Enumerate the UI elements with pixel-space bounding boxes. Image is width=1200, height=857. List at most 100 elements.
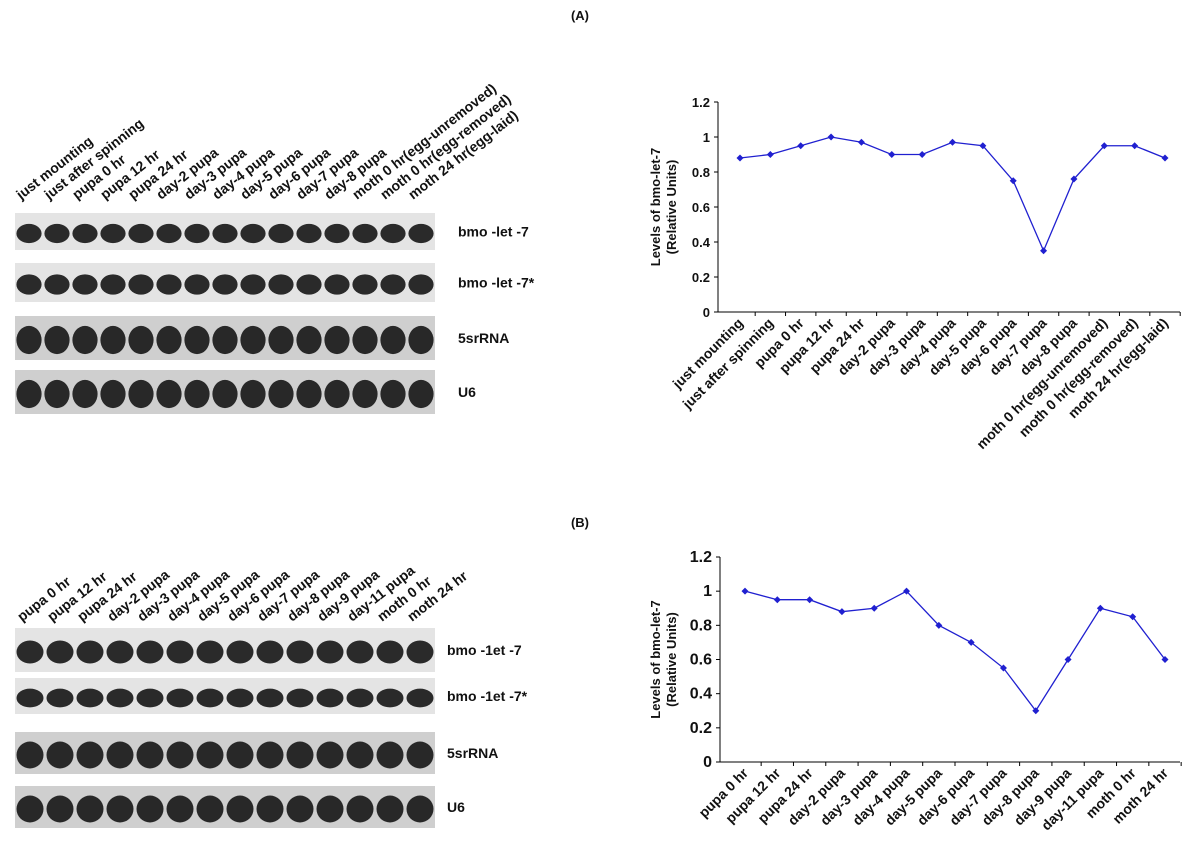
data-point xyxy=(857,138,865,146)
series-line xyxy=(744,590,1166,712)
row-label: 5srRNA xyxy=(458,330,509,346)
y-tick-label: 1.2 xyxy=(690,549,712,566)
blot-band xyxy=(184,274,210,295)
blot-band xyxy=(256,640,284,664)
blot-band xyxy=(44,379,70,409)
y-tick-label: 0.2 xyxy=(690,720,712,737)
data-point xyxy=(935,621,943,629)
blot-band xyxy=(156,379,182,409)
blot-band xyxy=(136,640,164,664)
y-axis-label: Levels of bmo-let-7 xyxy=(648,600,663,718)
blot-band xyxy=(184,379,210,409)
blot-band xyxy=(352,379,378,409)
blot-band xyxy=(226,688,254,708)
blot-band xyxy=(46,741,74,769)
row-label: U6 xyxy=(447,799,465,815)
row-label: bmo -let -7 xyxy=(458,224,529,240)
data-point xyxy=(773,596,781,604)
blot-band xyxy=(166,795,194,823)
blot-band xyxy=(136,795,164,823)
blot-band xyxy=(212,274,238,295)
data-point xyxy=(1064,656,1072,663)
data-point xyxy=(979,142,987,150)
blot-band xyxy=(106,795,134,823)
data-point xyxy=(1129,613,1137,621)
blot-band xyxy=(128,274,154,295)
blot-band xyxy=(100,379,126,409)
blot-band xyxy=(406,688,434,708)
blot-band xyxy=(128,223,154,244)
blot-band xyxy=(240,325,266,355)
blot-band xyxy=(128,325,154,355)
blot-band xyxy=(240,379,266,409)
row-label: bmo -1et -7 xyxy=(447,642,522,658)
blot-band xyxy=(352,223,378,244)
blot-band xyxy=(316,741,344,769)
blot-band xyxy=(256,795,284,823)
y-axis-label: (Relative Units) xyxy=(664,612,679,707)
data-point xyxy=(949,138,956,146)
blot-band xyxy=(156,223,182,244)
data-point xyxy=(903,587,911,595)
blot-band xyxy=(376,688,404,708)
blot-band xyxy=(226,640,254,664)
blot-band xyxy=(296,274,322,295)
blot-band xyxy=(76,795,104,823)
data-point xyxy=(1161,154,1169,162)
blot-band xyxy=(44,223,70,244)
blot-band xyxy=(156,274,182,295)
blot-band xyxy=(44,325,70,355)
blot-band xyxy=(16,325,42,355)
blot-band xyxy=(352,325,378,355)
blot-band xyxy=(76,640,104,664)
blot-band xyxy=(268,223,294,244)
blot-band xyxy=(16,640,44,664)
blot-band xyxy=(128,379,154,409)
blot-band xyxy=(286,741,314,769)
blot-band xyxy=(406,640,434,664)
data-point xyxy=(806,596,814,604)
data-point xyxy=(918,151,926,158)
y-tick-label: 0 xyxy=(703,305,710,320)
row-label: bmo -let -7* xyxy=(458,275,535,291)
data-point xyxy=(888,151,896,158)
blot-band xyxy=(408,379,434,409)
blot-band xyxy=(408,325,434,355)
blot-band xyxy=(376,795,404,823)
blot-band xyxy=(212,379,238,409)
blot-band xyxy=(196,741,224,769)
blot-band xyxy=(106,741,134,769)
data-point xyxy=(1009,177,1017,185)
data-point xyxy=(1096,604,1104,612)
blot-band xyxy=(268,325,294,355)
blot-band xyxy=(346,795,374,823)
blot-band xyxy=(16,795,44,823)
y-tick-label: 0.6 xyxy=(690,652,712,669)
blot-band xyxy=(324,223,350,244)
data-point xyxy=(736,154,744,162)
data-point xyxy=(838,608,846,616)
blot-band xyxy=(406,741,434,769)
y-axis-label: (Relative Units) xyxy=(664,160,679,255)
blot-band xyxy=(376,640,404,664)
blot-band xyxy=(100,223,126,244)
blot-band xyxy=(136,688,164,708)
panel-label: (B) xyxy=(571,515,589,530)
blot-band xyxy=(16,274,42,295)
blot-band xyxy=(376,741,404,769)
panel-label: (A) xyxy=(571,8,589,23)
blot-band xyxy=(296,379,322,409)
blot-band xyxy=(156,325,182,355)
blot-band xyxy=(346,741,374,769)
blot-band xyxy=(352,274,378,295)
blot-band xyxy=(136,741,164,769)
blot-band xyxy=(324,379,350,409)
data-point xyxy=(870,604,878,612)
y-tick-label: 0.6 xyxy=(692,200,710,215)
blot-band xyxy=(316,640,344,664)
data-point xyxy=(1100,142,1108,150)
blot-band xyxy=(100,325,126,355)
series-line xyxy=(739,136,1166,253)
blot-band xyxy=(184,325,210,355)
